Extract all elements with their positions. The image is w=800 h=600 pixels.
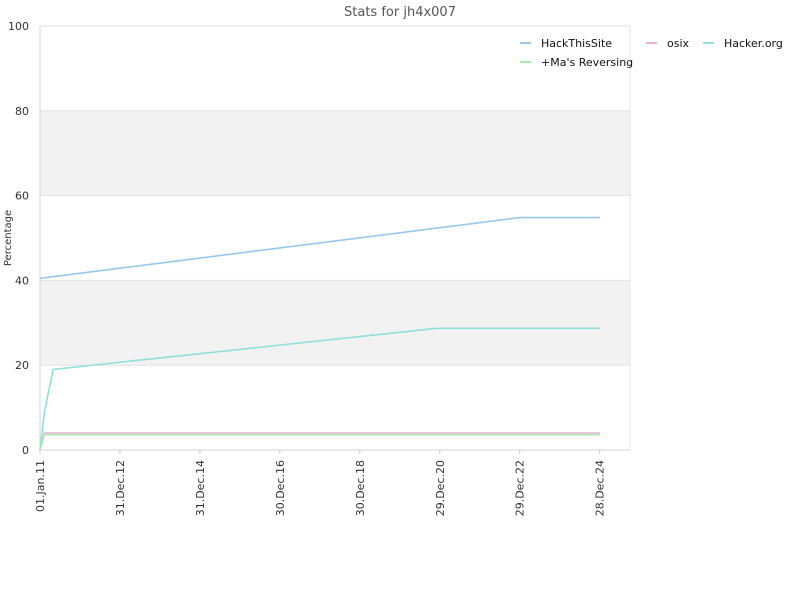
chart-title: Stats for jh4x007: [344, 5, 456, 20]
y-axis-label: Percentage: [3, 210, 14, 266]
grid-band-1: [40, 110, 630, 196]
x-tick-label: 01.Jan.11: [34, 460, 47, 512]
x-tick-label: 29.Dec.22: [514, 460, 527, 516]
legend-label[interactable]: +Ma's Reversing: [541, 56, 633, 69]
y-tick-label: 100: [8, 20, 29, 33]
legend: HackThisSite osix Hacker.org +Ma's Reversin…: [520, 37, 783, 69]
series-line-3: [39, 433, 601, 451]
y-tick-label: 20: [15, 359, 29, 372]
y-tick-label: 80: [15, 105, 29, 118]
legend-label[interactable]: Hacker.org: [724, 37, 783, 50]
grid-bands: [40, 110, 630, 366]
x-tick-label: 28.Dec.24: [594, 460, 607, 516]
series-line-1: [39, 432, 601, 451]
legend-label[interactable]: HackThisSite: [541, 37, 612, 50]
x-tick-labels: 01.Jan.11 31.Dec.12 31.Dec.14 30.Dec.16 30.D…: [34, 450, 607, 516]
x-tick-label: 30.Dec.16: [274, 460, 287, 516]
series-line-0: [39, 216, 601, 280]
series-lines: [39, 216, 601, 451]
x-tick-label: 31.Dec.14: [194, 460, 207, 516]
x-tick-label: 30.Dec.18: [354, 460, 367, 516]
x-tick-label: 31.Dec.12: [114, 460, 127, 516]
axes: [39, 26, 631, 451]
y-tick-label: 40: [15, 274, 29, 287]
y-tick-labels: 0 20 40 60 80 100: [8, 20, 29, 457]
grid-band-0: [40, 280, 630, 366]
legend-label[interactable]: osix: [667, 37, 690, 50]
x-tick-label: 29.Dec.20: [434, 460, 447, 516]
y-tick-label: 0: [22, 444, 29, 457]
y-tick-label: 60: [15, 190, 29, 203]
grid-lines: [40, 25, 630, 451]
series-line-2: [39, 327, 601, 451]
